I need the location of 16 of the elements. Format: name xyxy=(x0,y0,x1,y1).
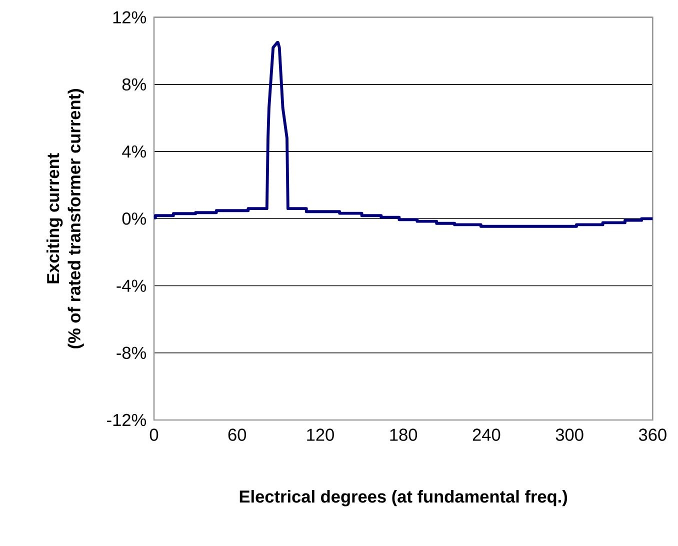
y-tick-label: 8% xyxy=(122,78,146,91)
x-tick-label: 240 xyxy=(472,428,500,441)
y-tick-label: -12% xyxy=(107,414,146,426)
x-tick-label: 120 xyxy=(307,428,334,441)
x-tick-label: 0 xyxy=(150,428,158,441)
x-tick-label: 60 xyxy=(228,428,246,441)
y-tick-label: -8% xyxy=(116,346,146,359)
x-tick-label: 300 xyxy=(556,428,584,441)
y-tick-label: 4% xyxy=(122,146,146,158)
y-tick-label: -4% xyxy=(116,280,146,292)
x-tick-label: 360 xyxy=(638,428,666,441)
y-tick-label: 0% xyxy=(122,212,146,225)
x-axis-title: Electrical degrees (at fundamental freq.) xyxy=(240,490,568,506)
y-axis-title: Exciting current (% of rated transformer current) xyxy=(46,89,84,348)
x-tick-label: 180 xyxy=(390,428,418,441)
y-tick-label: 12% xyxy=(113,11,146,24)
